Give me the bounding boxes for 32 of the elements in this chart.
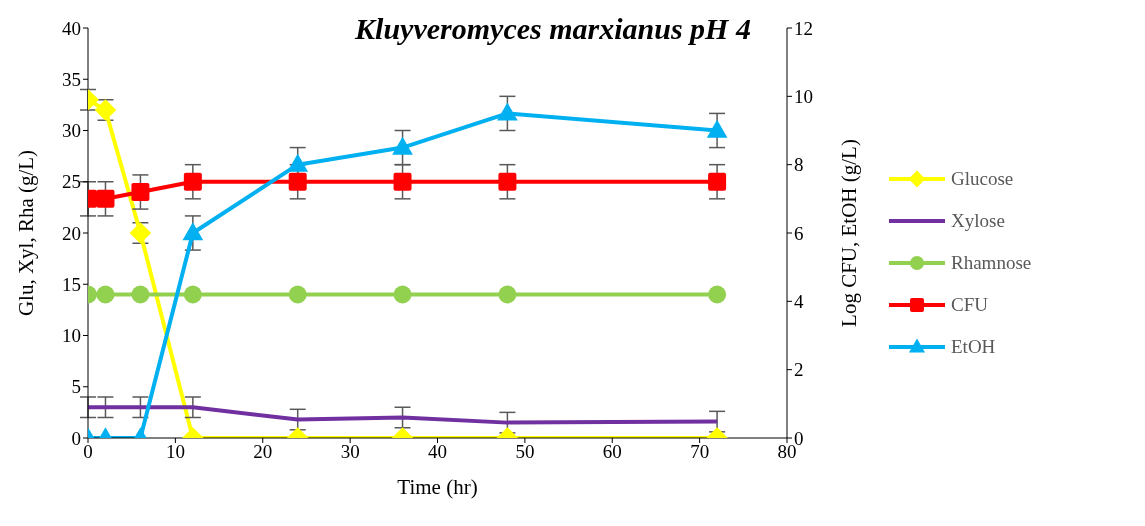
chart-title: Kluyveromyces marxianus pH 4 [355, 12, 751, 45]
legend-label: Glucose [951, 168, 1014, 190]
x-tick-label: 30 [340, 441, 360, 463]
y-axis-title: Glu, Xyl, Rha (g/L) [14, 149, 39, 317]
x-tick-label: 60 [602, 441, 622, 463]
x-tick-label: 50 [515, 441, 535, 463]
x-tick-label: 20 [253, 441, 273, 463]
y2-tick-label: 10 [794, 86, 813, 108]
y-tick-label: 5 [71, 376, 81, 398]
y-tick-label: 30 [62, 120, 81, 142]
y2-tick-label: 12 [794, 17, 813, 39]
y-tick-label: 40 [62, 17, 81, 39]
y-tick-label: 35 [62, 69, 81, 90]
legend-label: CFU [951, 294, 988, 316]
y2-tick-label: 4 [794, 291, 804, 313]
y-tick-label: 20 [62, 222, 81, 244]
y2-tick-label: 8 [794, 154, 804, 176]
x-axis-title: Time (hr) [397, 475, 478, 499]
y2-axis-title: Log CFU, EtOH (g/L) [837, 139, 862, 327]
x-tick-label: 70 [690, 441, 710, 463]
y2-tick-label: 6 [794, 222, 804, 244]
y-tick-label: 10 [62, 325, 81, 347]
y-tick-label: 0 [71, 427, 81, 449]
y2-tick-label: 2 [794, 359, 804, 381]
legend-label: EtOH [951, 336, 996, 358]
y-tick-label: 15 [62, 273, 81, 295]
legend-label: Xylose [951, 210, 1005, 232]
line-series [88, 405, 720, 425]
x-tick-label: 10 [165, 441, 185, 463]
y-tick-label: 25 [62, 171, 81, 193]
x-tick-label: 40 [428, 441, 447, 463]
legend-label: Rhamnose [951, 252, 1032, 274]
